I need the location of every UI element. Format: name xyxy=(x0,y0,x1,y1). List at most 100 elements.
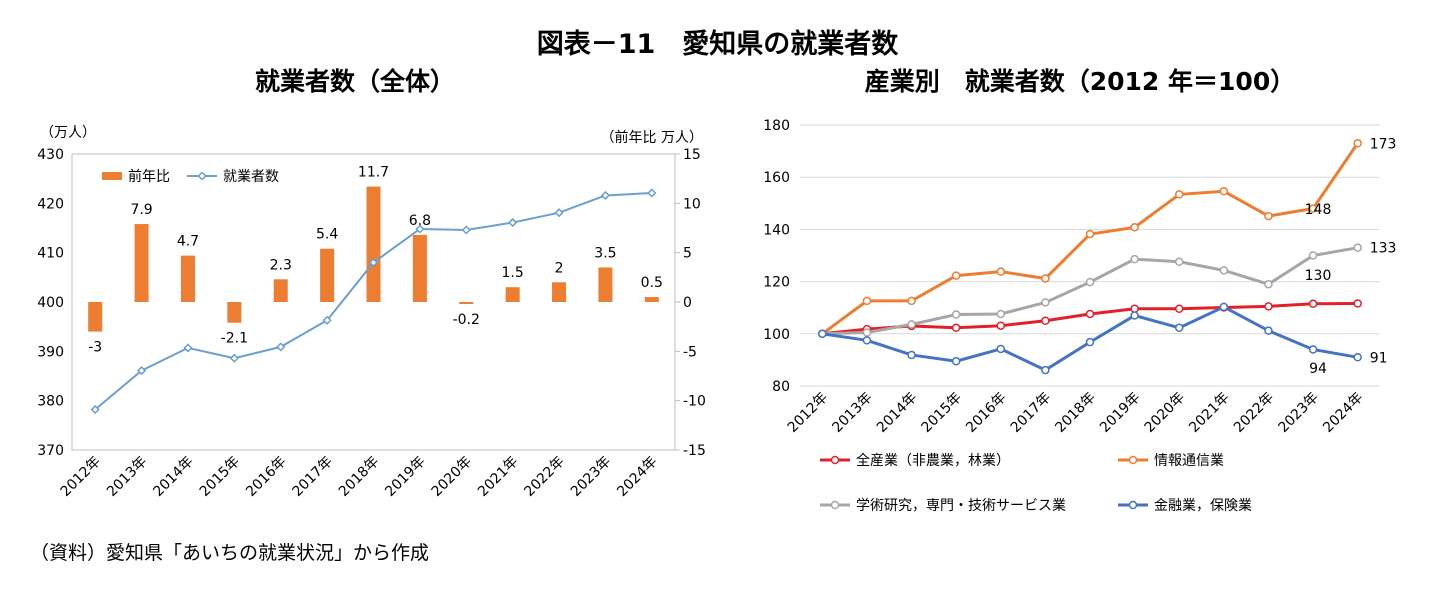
series-line-0 xyxy=(822,302,1358,336)
legend-line-label: 就業者数 xyxy=(223,169,279,185)
series-point-0 xyxy=(1041,316,1050,325)
bar-data-label: 2 xyxy=(555,260,564,276)
series-point-1 xyxy=(1085,229,1095,239)
right-y-tick-label: 0 xyxy=(683,295,692,311)
bar-2020年 xyxy=(459,302,474,304)
series-point-1 xyxy=(1353,139,1362,148)
series-point-2 xyxy=(1353,243,1362,252)
series-point-1 xyxy=(1219,187,1229,196)
x-tick-label: 2023年 xyxy=(1275,390,1321,436)
series-point-3 xyxy=(907,350,916,360)
right-y-tick-label: 10 xyxy=(683,196,701,212)
right-y-tick-label: 5 xyxy=(683,246,692,262)
left-chart-title: 就業者数（全体） xyxy=(254,67,455,96)
series-point-1 xyxy=(1308,204,1318,213)
x-tick-label: 2019年 xyxy=(1097,390,1143,436)
bar-data-label: 5.4 xyxy=(316,227,338,243)
point-data-label: 148 xyxy=(1305,202,1332,218)
series-point-1 xyxy=(1264,211,1273,221)
right-y-tick-label: 15 xyxy=(683,147,701,163)
y-tick-label: 120 xyxy=(763,275,790,291)
left-y-tick-label: 400 xyxy=(37,295,64,311)
series-line-2 xyxy=(822,246,1358,336)
employment-point xyxy=(508,218,518,228)
right-y-tick-label: -10 xyxy=(683,394,706,410)
legend-bar-label: 前年比 xyxy=(128,168,170,185)
bar-2016年 xyxy=(273,279,288,302)
bar-data-label: 11.7 xyxy=(358,165,389,181)
bar-data-label: 0.5 xyxy=(641,275,663,291)
x-tick-label: 2013年 xyxy=(829,390,875,436)
employment-point xyxy=(322,315,332,325)
x-tick-label: 2012年 xyxy=(785,390,831,436)
x-tick-label: 2017年 xyxy=(1008,390,1054,436)
legend-label: 金融業，保険業 xyxy=(1154,498,1252,514)
bar-data-label: -2.1 xyxy=(221,331,248,347)
legend-label: 学術研究，専門・技術サービス業 xyxy=(856,498,1066,514)
left-y-tick-label: 420 xyxy=(37,196,64,212)
series-point-2 xyxy=(907,320,916,329)
legend-marker xyxy=(1128,455,1138,465)
series-point-2 xyxy=(1219,266,1229,275)
bar-data-label: 3.5 xyxy=(594,245,616,261)
x-tick-label: 2021年 xyxy=(1186,390,1232,436)
bar-data-label: -0.2 xyxy=(453,312,480,328)
series-point-2 xyxy=(1264,279,1273,289)
employment-point xyxy=(415,224,425,234)
x-tick-label: 2014年 xyxy=(874,390,920,436)
x-tick-label: 2015年 xyxy=(919,390,965,436)
right-axis-unit: （前年比 万人） xyxy=(601,129,703,146)
y-tick-label: 160 xyxy=(763,170,790,186)
bar-2013年 xyxy=(134,224,149,302)
left-y-tick-label: 430 xyxy=(37,147,64,163)
employment-point xyxy=(137,366,147,376)
series-point-1 xyxy=(1130,223,1139,232)
series-point-1 xyxy=(996,267,1006,276)
legend-marker xyxy=(830,500,840,510)
y-tick-label: 100 xyxy=(763,327,790,343)
employment-point xyxy=(600,190,610,201)
series-point-0 xyxy=(1353,299,1362,308)
point-data-label: 94 xyxy=(1309,361,1327,377)
bar-2024年 xyxy=(644,297,659,302)
series-point-3 xyxy=(951,356,961,366)
bar-2021年 xyxy=(505,287,520,302)
series-point-3 xyxy=(1174,323,1184,333)
series-point-3 xyxy=(818,329,827,339)
employment-point xyxy=(368,257,379,268)
legend-label: 情報通信業 xyxy=(1154,453,1224,469)
legend-label: 全産業（非農業，林業） xyxy=(856,452,1010,469)
series-point-1 xyxy=(862,296,872,306)
x-tick-label: 2024年 xyxy=(1320,390,1366,436)
left-axis-unit: （万人） xyxy=(40,125,96,141)
x-tick-label: 2022年 xyxy=(1231,390,1277,436)
series-point-3 xyxy=(862,336,872,345)
legend-marker xyxy=(1128,500,1138,510)
series-point-3 xyxy=(1264,326,1273,335)
series-point-2 xyxy=(1308,251,1318,260)
bar-data-label: 7.9 xyxy=(130,202,152,218)
bar-2012年 xyxy=(88,302,103,332)
series-point-2 xyxy=(862,328,872,337)
y-tick-label: 180 xyxy=(763,118,790,134)
legend-line-marker xyxy=(197,171,207,181)
bar-2015年 xyxy=(227,302,242,323)
right-chart-title: 産業別 就業者数（2012 年＝100） xyxy=(864,67,1296,96)
employment-point xyxy=(90,404,100,415)
series-point-2 xyxy=(1174,257,1184,267)
series-point-3 xyxy=(1308,345,1318,354)
series-point-0 xyxy=(996,321,1006,330)
series-point-0 xyxy=(1174,304,1184,313)
bar-data-label: 4.7 xyxy=(177,234,199,250)
y-tick-label: 80 xyxy=(772,379,790,395)
left-y-tick-label: 380 xyxy=(37,394,64,410)
employment-point xyxy=(229,353,239,363)
point-data-label: 130 xyxy=(1305,268,1332,284)
bar-2022年 xyxy=(552,282,567,302)
series-point-2 xyxy=(1085,277,1095,287)
left-y-tick-label: 370 xyxy=(37,443,64,459)
series-point-0 xyxy=(1264,302,1273,311)
bar-data-label: -3 xyxy=(88,340,102,356)
